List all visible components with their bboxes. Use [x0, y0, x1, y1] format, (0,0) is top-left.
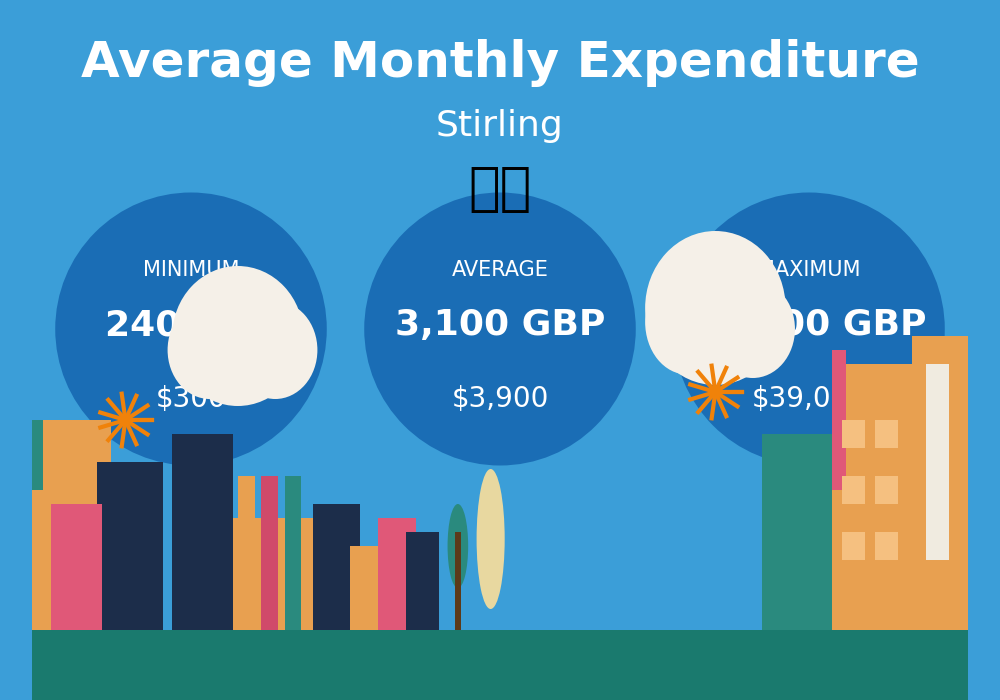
Ellipse shape	[673, 193, 945, 466]
Bar	[762, 434, 832, 630]
Bar	[842, 420, 865, 448]
Bar	[875, 420, 898, 448]
Ellipse shape	[172, 266, 303, 406]
Text: AVERAGE: AVERAGE	[452, 260, 548, 279]
Bar	[32, 630, 968, 700]
Bar	[313, 504, 360, 630]
Ellipse shape	[168, 301, 252, 399]
Bar	[172, 434, 233, 630]
Bar	[832, 364, 926, 630]
Bar	[875, 476, 898, 504]
Ellipse shape	[711, 280, 795, 378]
Bar	[32, 420, 43, 490]
Ellipse shape	[448, 504, 468, 588]
Bar	[455, 532, 461, 630]
Bar	[832, 350, 846, 490]
Text: Average Monthly Expenditure: Average Monthly Expenditure	[81, 39, 919, 87]
Ellipse shape	[55, 193, 327, 466]
Text: 240 GBP: 240 GBP	[105, 309, 277, 342]
Text: $3,900: $3,900	[451, 385, 549, 413]
Bar	[238, 476, 255, 630]
Bar	[875, 532, 898, 560]
Ellipse shape	[233, 301, 317, 399]
Bar	[32, 420, 111, 630]
Text: 31,000 GBP: 31,000 GBP	[691, 309, 927, 342]
Bar	[51, 504, 102, 630]
Bar	[228, 518, 313, 630]
Ellipse shape	[364, 193, 636, 466]
Text: MINIMUM: MINIMUM	[143, 260, 239, 279]
Text: 3,100 GBP: 3,100 GBP	[395, 309, 605, 342]
Ellipse shape	[767, 466, 795, 570]
Bar	[261, 476, 278, 630]
Text: $300: $300	[156, 385, 226, 413]
Bar	[912, 336, 968, 630]
Bar	[842, 476, 865, 504]
Bar	[926, 364, 949, 560]
Text: $39,000: $39,000	[751, 385, 867, 413]
Bar	[378, 518, 416, 630]
Bar	[779, 504, 784, 630]
Text: MAXIMUM: MAXIMUM	[757, 260, 861, 279]
Bar	[285, 476, 301, 630]
Text: Stirling: Stirling	[436, 109, 564, 143]
Text: 🇬🇧: 🇬🇧	[468, 163, 532, 215]
Bar	[32, 420, 111, 630]
Bar	[350, 546, 388, 630]
Bar	[406, 532, 439, 630]
Ellipse shape	[645, 231, 786, 385]
Ellipse shape	[477, 469, 505, 609]
Ellipse shape	[645, 270, 729, 374]
Bar	[97, 462, 163, 630]
Bar	[842, 532, 865, 560]
